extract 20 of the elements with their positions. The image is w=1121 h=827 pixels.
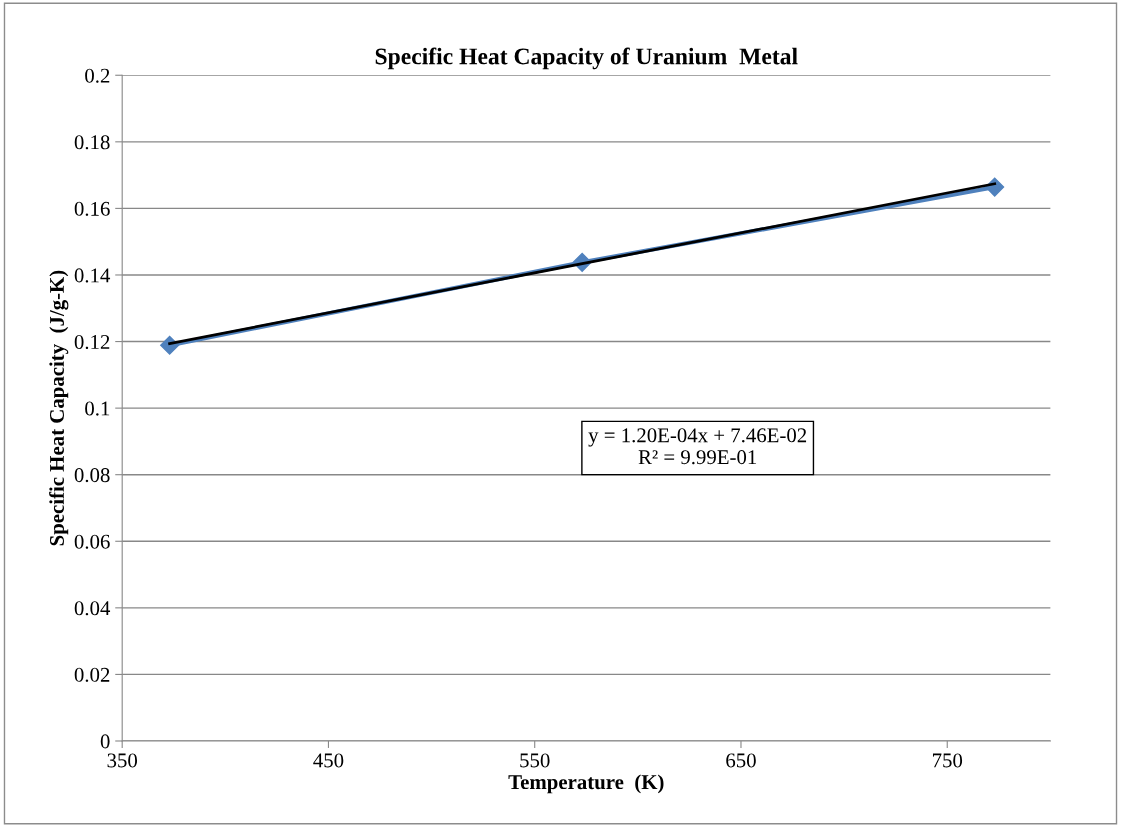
y-tick-label: 0.12 bbox=[74, 334, 110, 350]
y-tick-label: 0.1 bbox=[85, 401, 110, 416]
annotation: y = 1.20E-04x + 7.46E-02 R² = 9.99E-01 bbox=[588, 428, 807, 465]
y-tick-label: 0.16 bbox=[74, 201, 110, 216]
y-tick-label: 0.14 bbox=[74, 268, 111, 283]
y-tick-label: 0.06 bbox=[74, 534, 110, 549]
chart-title: Specific Heat Capacity of Uranium Metal bbox=[375, 47, 798, 70]
x-tick-label: 650 bbox=[726, 753, 756, 768]
y-axis-title: Specific Heat Capacity (J/g-K) bbox=[49, 270, 69, 546]
y-tick-label: 0.02 bbox=[74, 667, 110, 682]
y-tick-label: 0.08 bbox=[74, 468, 110, 483]
x-tick-label: 750 bbox=[932, 753, 963, 768]
x-tick-label: 550 bbox=[520, 753, 550, 768]
x-axis-title: Temperature (K) bbox=[508, 774, 664, 794]
x-tick-label: 350 bbox=[107, 753, 138, 768]
y-tick-label: 0 bbox=[100, 734, 110, 749]
y-tick-label: 0.04 bbox=[74, 601, 111, 616]
y-tick-label: 0.18 bbox=[74, 135, 110, 150]
y-tick-label: 0.2 bbox=[85, 68, 110, 83]
x-tick-label: 450 bbox=[313, 753, 344, 768]
